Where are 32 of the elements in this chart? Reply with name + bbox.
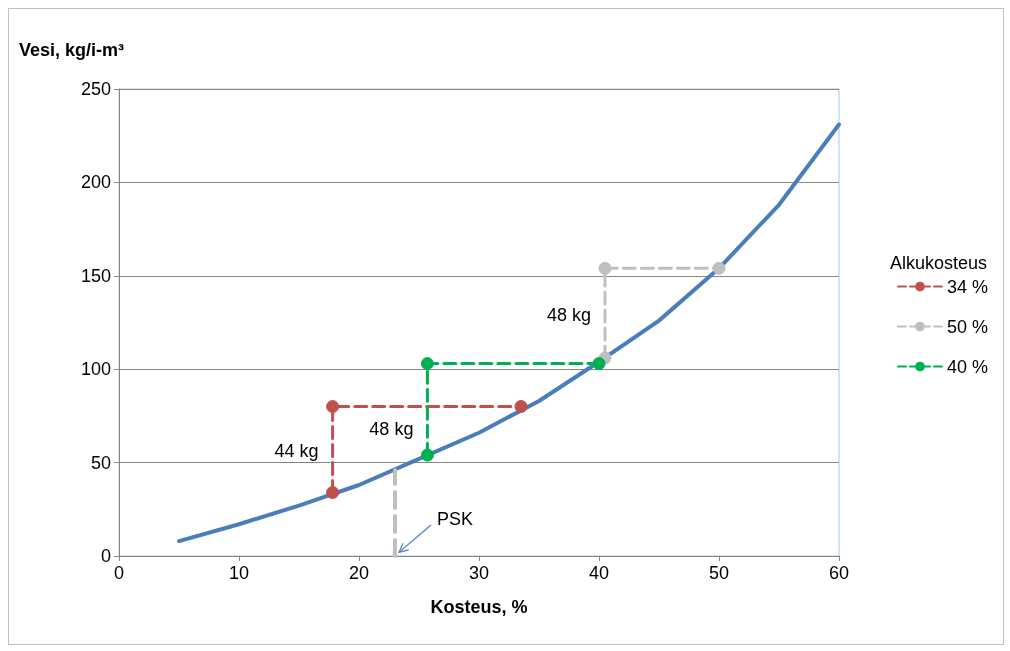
legend-label: 34 % (946, 276, 988, 297)
y-axis-title: Vesi, kg/i-m³ (19, 40, 125, 60)
y-tick-label: 250 (80, 79, 111, 99)
point (326, 400, 340, 414)
x-tick-label: 50 (708, 563, 730, 583)
legend-label: 50 % (946, 316, 988, 337)
annotation: 48 kg (546, 305, 591, 326)
point (514, 400, 528, 414)
y-tick-label: 150 (80, 265, 111, 286)
point (592, 357, 606, 371)
annotation: 44 kg (274, 441, 319, 462)
line-series (177, 122, 841, 544)
x-tick-label: 30 (468, 563, 490, 583)
annotation: 48 kg (369, 418, 414, 439)
x-tick-label: 40 (588, 563, 610, 583)
point (598, 261, 612, 275)
y-tick-label: 100 (80, 359, 111, 380)
point (712, 261, 726, 275)
annotation: PSK (437, 508, 474, 529)
legend-label: 40 % (946, 356, 988, 377)
point (420, 448, 434, 462)
legend-title: Alkukosteus (889, 253, 988, 273)
x-tick-label: 20 (348, 563, 370, 583)
point (420, 357, 434, 371)
x-tick-label: 60 (828, 563, 850, 583)
x-axis-title: Kosteus, % (430, 597, 528, 617)
point (326, 485, 340, 499)
y-tick-label: 50 (90, 452, 111, 473)
x-tick-label: 0 (113, 563, 125, 583)
y-tick-label: 0 (100, 546, 111, 566)
x-tick-label: 10 (228, 563, 250, 583)
y-tick-label: 200 (80, 172, 111, 193)
